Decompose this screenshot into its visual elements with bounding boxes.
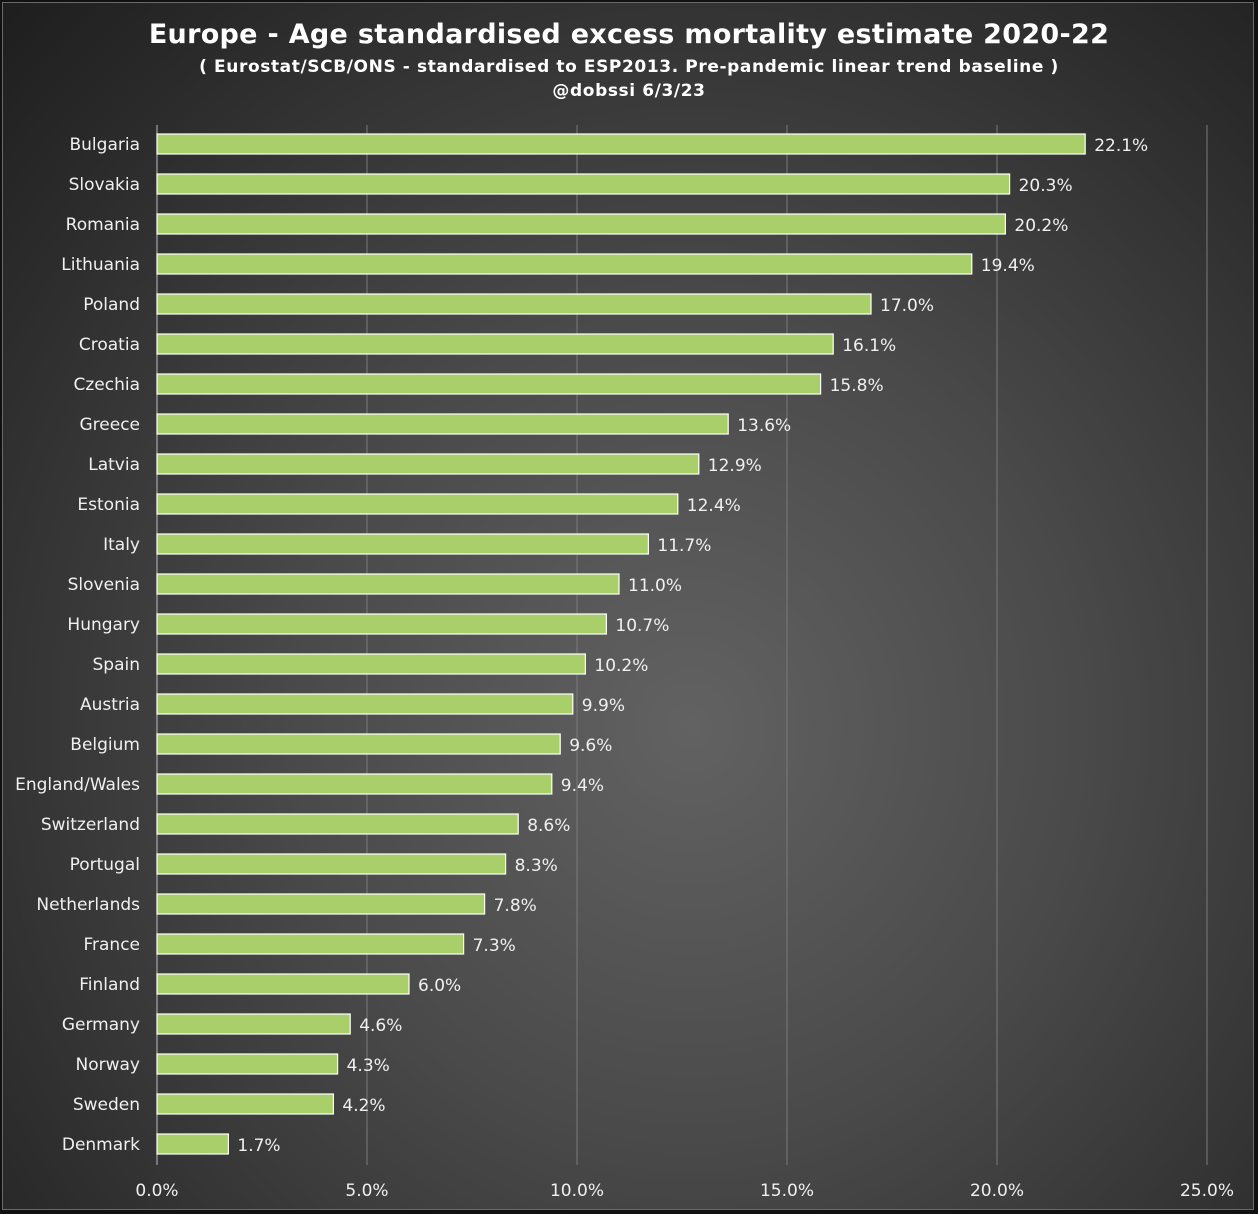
data-label: 1.7% xyxy=(237,1136,280,1156)
bar xyxy=(156,333,834,355)
data-label: 11.0% xyxy=(628,576,682,596)
bar xyxy=(156,213,1007,235)
data-label: 17.0% xyxy=(880,296,934,316)
x-tick-label: 15.0% xyxy=(760,1181,814,1201)
data-label: 4.2% xyxy=(342,1096,385,1116)
bar xyxy=(156,893,486,915)
bar xyxy=(156,653,586,675)
bar xyxy=(156,133,1086,155)
category-label: Greece xyxy=(79,415,140,435)
data-label: 15.8% xyxy=(830,376,884,396)
x-tick-label: 0.0% xyxy=(135,1181,178,1201)
data-label: 10.7% xyxy=(615,616,669,636)
category-label: France xyxy=(83,935,140,955)
bar xyxy=(156,1133,230,1155)
category-label: Sweden xyxy=(73,1095,140,1115)
data-label: 11.7% xyxy=(657,536,711,556)
category-label: Czechia xyxy=(73,375,140,395)
bar xyxy=(156,1093,334,1115)
data-label: 8.3% xyxy=(515,856,558,876)
bar xyxy=(156,173,1011,195)
category-label: Denmark xyxy=(62,1135,140,1155)
category-label: Slovenia xyxy=(68,575,140,595)
data-label: 12.9% xyxy=(708,456,762,476)
category-label: Latvia xyxy=(88,455,140,475)
data-label: 19.4% xyxy=(981,256,1035,276)
category-label: Norway xyxy=(76,1055,141,1075)
category-label: Bulgaria xyxy=(70,135,141,155)
category-label: Portugal xyxy=(70,855,140,875)
data-label: 22.1% xyxy=(1094,136,1148,156)
data-label: 9.9% xyxy=(582,696,625,716)
category-label: Hungary xyxy=(67,615,140,635)
data-label: 4.6% xyxy=(359,1016,402,1036)
data-label: 12.4% xyxy=(687,496,741,516)
category-label: Lithuania xyxy=(61,255,140,275)
bar xyxy=(156,933,465,955)
x-tick-label: 20.0% xyxy=(970,1181,1024,1201)
x-tick-label: 10.0% xyxy=(550,1181,604,1201)
bar xyxy=(156,1013,351,1035)
x-tick-label: 25.0% xyxy=(1180,1181,1234,1201)
data-label: 8.6% xyxy=(527,816,570,836)
category-label: England/Wales xyxy=(15,775,140,795)
bar xyxy=(156,493,679,515)
bar-chart: Bulgaria 22.1% Slovakia 20.3% Romania 20.2% Li… xyxy=(15,125,1234,1201)
data-label: 13.6% xyxy=(737,416,791,436)
category-label: Switzerland xyxy=(41,815,140,835)
x-tick-label: 5.0% xyxy=(345,1181,388,1201)
category-label: Germany xyxy=(62,1015,140,1035)
bar xyxy=(156,253,973,275)
data-label: 10.2% xyxy=(594,656,648,676)
bar xyxy=(156,693,574,715)
bar xyxy=(156,413,729,435)
category-label: Croatia xyxy=(79,335,140,355)
category-label: Slovakia xyxy=(69,175,140,195)
bar xyxy=(156,853,507,875)
category-label: Romania xyxy=(66,215,140,235)
bar xyxy=(156,533,649,555)
bar xyxy=(156,1053,339,1075)
data-label: 6.0% xyxy=(418,976,461,996)
data-label: 7.8% xyxy=(494,896,537,916)
chart-credit: @dobssi 6/3/23 xyxy=(552,81,706,101)
chart-title: Europe - Age standardised excess mortali… xyxy=(148,19,1110,50)
bar xyxy=(156,813,519,835)
category-label: Austria xyxy=(80,695,140,715)
data-label: 9.4% xyxy=(561,776,604,796)
category-label: Netherlands xyxy=(36,895,140,915)
bar xyxy=(156,453,700,475)
category-label: Finland xyxy=(79,975,140,995)
category-label: Italy xyxy=(103,535,140,555)
data-label: 7.3% xyxy=(473,936,516,956)
bar xyxy=(156,373,822,395)
bar xyxy=(156,293,872,315)
data-label: 20.3% xyxy=(1019,176,1073,196)
category-label: Belgium xyxy=(70,735,140,755)
data-label: 4.3% xyxy=(347,1056,390,1076)
category-label: Estonia xyxy=(77,495,140,515)
category-label: Poland xyxy=(83,295,140,315)
bar xyxy=(156,573,620,595)
data-label: 20.2% xyxy=(1014,216,1068,236)
data-label: 16.1% xyxy=(842,336,896,356)
bar xyxy=(156,613,607,635)
bar xyxy=(156,773,553,795)
bar xyxy=(156,733,561,755)
bar xyxy=(156,973,410,995)
chart-subtitle: ( Eurostat/SCB/ONS - standardised to ESP… xyxy=(199,57,1059,77)
category-label: Spain xyxy=(93,655,141,675)
data-label: 9.6% xyxy=(569,736,612,756)
